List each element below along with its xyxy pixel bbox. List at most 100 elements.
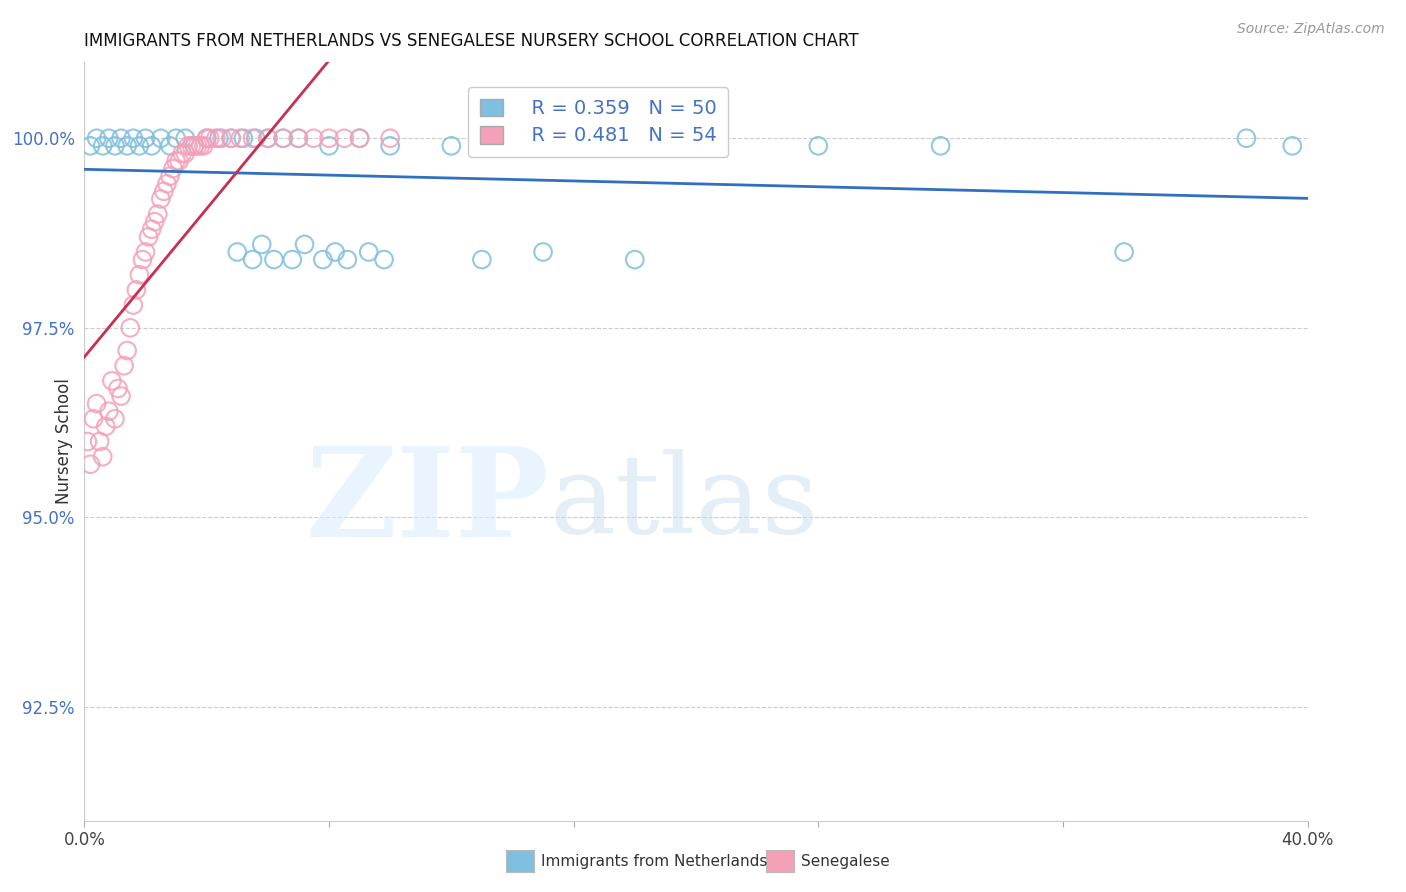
Point — [79, 139, 101, 153]
Point — [562, 139, 585, 153]
Point — [141, 222, 163, 236]
Point — [125, 283, 148, 297]
Point — [146, 207, 169, 221]
Legend:   R = 0.359   N = 50,   R = 0.481   N = 54: R = 0.359 N = 50, R = 0.481 N = 54 — [468, 87, 728, 157]
Point — [219, 131, 242, 145]
Point — [229, 131, 252, 145]
Point — [323, 245, 346, 260]
Point — [128, 268, 150, 282]
Point — [929, 139, 952, 153]
Point — [333, 131, 356, 145]
Point — [110, 131, 132, 145]
Point — [281, 252, 304, 267]
Point — [380, 131, 402, 145]
Point — [250, 237, 273, 252]
Point — [531, 245, 554, 260]
Point — [195, 131, 218, 145]
Point — [318, 139, 340, 153]
Point — [138, 230, 160, 244]
Point — [271, 131, 294, 145]
Point — [257, 131, 280, 145]
Point — [76, 434, 98, 449]
Point — [104, 139, 127, 153]
Point — [97, 131, 120, 145]
Point — [135, 131, 157, 145]
Point — [172, 146, 194, 161]
Point — [807, 139, 830, 153]
Point — [440, 139, 463, 153]
Point — [198, 131, 221, 145]
Point — [141, 139, 163, 153]
Point — [86, 397, 108, 411]
Point — [91, 139, 114, 153]
Point — [122, 131, 145, 145]
Point — [167, 154, 190, 169]
Point — [183, 139, 205, 153]
Point — [177, 139, 200, 153]
Point — [153, 184, 176, 198]
Point — [122, 298, 145, 312]
Point — [112, 359, 135, 373]
Point — [128, 139, 150, 153]
Point — [287, 131, 309, 145]
Point — [86, 131, 108, 145]
Point — [120, 321, 142, 335]
Point — [110, 389, 132, 403]
Point — [226, 245, 249, 260]
Point — [107, 382, 129, 396]
Point — [380, 139, 402, 153]
Point — [336, 252, 359, 267]
Point — [165, 131, 187, 145]
Point — [294, 237, 316, 252]
Point — [143, 215, 166, 229]
Point — [104, 412, 127, 426]
Y-axis label: Nursery School: Nursery School — [55, 378, 73, 505]
Point — [135, 245, 157, 260]
Point — [357, 245, 380, 260]
Point — [149, 131, 172, 145]
Text: IMMIGRANTS FROM NETHERLANDS VS SENEGALESE NURSERY SCHOOL CORRELATION CHART: IMMIGRANTS FROM NETHERLANDS VS SENEGALES… — [84, 32, 859, 50]
Point — [101, 374, 124, 388]
Point — [89, 434, 111, 449]
Point — [156, 177, 179, 191]
Point — [271, 131, 294, 145]
Point — [242, 252, 264, 267]
Point — [94, 419, 117, 434]
Point — [97, 404, 120, 418]
Point — [183, 139, 205, 153]
Text: Source: ZipAtlas.com: Source: ZipAtlas.com — [1237, 22, 1385, 37]
Point — [91, 450, 114, 464]
Point — [149, 192, 172, 206]
Point — [349, 131, 371, 145]
Point — [1281, 139, 1303, 153]
Point — [232, 131, 254, 145]
Point — [245, 131, 267, 145]
Point — [174, 146, 197, 161]
Point — [162, 161, 184, 176]
Point — [205, 131, 228, 145]
Point — [318, 131, 340, 145]
Point — [471, 252, 494, 267]
Point — [263, 252, 285, 267]
Point — [190, 139, 212, 153]
Point — [502, 139, 524, 153]
Point — [193, 139, 215, 153]
Point — [159, 169, 181, 184]
Point — [195, 131, 218, 145]
Point — [685, 139, 707, 153]
Point — [312, 252, 335, 267]
Point — [373, 252, 395, 267]
Point — [242, 131, 264, 145]
Point — [180, 139, 202, 153]
Point — [83, 412, 105, 426]
Point — [79, 458, 101, 472]
Point — [1114, 245, 1136, 260]
Point — [165, 154, 187, 169]
Point — [131, 252, 153, 267]
Point — [115, 139, 138, 153]
Point — [211, 131, 233, 145]
Point — [219, 131, 242, 145]
Text: atlas: atlas — [550, 449, 818, 556]
Text: ZIP: ZIP — [305, 442, 550, 563]
Point — [287, 131, 309, 145]
